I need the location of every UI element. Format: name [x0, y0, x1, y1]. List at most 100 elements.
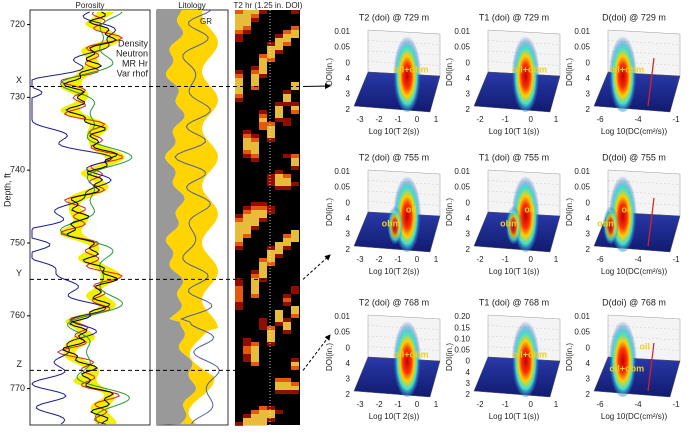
x-tick-label: 0: [415, 255, 420, 264]
t2-cell: [243, 234, 251, 238]
t2-cell: [275, 322, 283, 326]
t2-cell: [235, 218, 243, 222]
surface-peak: [608, 32, 637, 112]
t2-cell: [251, 134, 259, 138]
t2-cell: [251, 146, 259, 150]
t2-cell: [243, 150, 251, 154]
doi-tick-label: 3: [346, 90, 351, 99]
gr-curve: [174, 9, 220, 425]
t2-cell: [243, 338, 251, 342]
t2-cell: [275, 178, 283, 182]
t2-cell: [291, 386, 299, 390]
annotation: oil+obm: [609, 363, 644, 373]
t2-cell: [283, 382, 291, 386]
doi-tick-label: 4: [346, 359, 351, 368]
t2-cell: [259, 262, 267, 266]
panel-title: D(doi) @ 755 m: [602, 152, 666, 162]
doi-label: DOI(in.): [445, 198, 454, 226]
x-tick-label: -1: [672, 400, 680, 409]
annotation: oil+obm: [609, 64, 644, 74]
t2-cell: [251, 74, 259, 78]
t2-cell: [283, 322, 291, 326]
panel-title: D(doi) @ 729 m: [602, 12, 666, 22]
x-tick-label: 1: [554, 115, 559, 124]
t2-cell: [275, 102, 283, 106]
surface-peak: [393, 317, 422, 397]
surface-peak: [602, 204, 619, 244]
surface-peak: [608, 317, 637, 397]
doi-tick-label: 0.05: [574, 43, 590, 52]
x-tick-label: -1: [502, 400, 510, 409]
t2-cell: [251, 270, 259, 274]
t2-cell: [251, 222, 259, 226]
t2-cell: [291, 382, 299, 386]
t2-cell: [235, 226, 243, 230]
doi-tick-label: 0.01: [574, 27, 590, 36]
doi-tick-label: 0: [346, 198, 351, 207]
t2-cell: [291, 82, 299, 86]
x-tick-label: -1: [394, 400, 402, 409]
doi-tick-label: 4: [466, 214, 471, 223]
t2-cell: [283, 122, 291, 126]
marker-label: X: [16, 75, 22, 85]
doi-tick-label: 0: [466, 58, 471, 67]
x-tick-label: 0: [528, 255, 533, 264]
doi-label: DOI(in.): [445, 343, 454, 371]
x-tick-label: -2: [375, 255, 383, 264]
t2-cell: [235, 38, 243, 42]
t2-cell: [251, 158, 259, 162]
t2-cell: [243, 342, 251, 346]
t2-cell: [291, 26, 299, 30]
t2-cell: [275, 318, 283, 322]
x-tick-label: -2: [476, 255, 484, 264]
marker-arrow: [302, 334, 331, 371]
t2-cell: [235, 298, 243, 302]
panel-title: T2 (doi) @ 755 m: [359, 152, 429, 162]
doi-label: DOI(in.): [445, 58, 454, 86]
doi-tick-label: 0.01: [454, 167, 470, 176]
t2-cell: [251, 226, 259, 230]
annotation: oil: [406, 204, 417, 214]
doi-tick-label: 0: [586, 58, 591, 67]
y-tick-label: 750: [10, 237, 25, 247]
annotation: oil+obm: [512, 64, 547, 74]
t2-cell: [251, 138, 259, 142]
t2-cell: [259, 406, 267, 410]
x-label: Log 10(T 2(s)): [369, 267, 420, 276]
t2-cell: [259, 422, 267, 426]
t2-cell: [251, 358, 259, 362]
track-title: Porosity: [76, 1, 105, 10]
t2-cell: [235, 30, 243, 34]
t2-cell: [259, 118, 267, 122]
t2-cell: [251, 346, 259, 350]
t2-cell: [291, 30, 299, 34]
t2-cell: [275, 186, 283, 190]
doi-tick-label: 4: [466, 368, 471, 377]
t2-cell: [251, 422, 259, 426]
doi-tick-label: 4: [346, 214, 351, 223]
t2-cell: [243, 214, 251, 218]
x-tick-label: -6: [596, 255, 604, 264]
doi-tick-label: 2: [586, 105, 591, 114]
t2-cell: [291, 358, 299, 362]
t2-cell: [251, 274, 259, 278]
t2-cell: [259, 66, 267, 70]
t2-cell: [291, 162, 299, 166]
t2-cell: [267, 46, 275, 50]
doi-tick-label: 3: [586, 90, 591, 99]
porosity-track: [29, 9, 151, 426]
x-label: Log 10(DC(cm²/s)): [601, 267, 668, 276]
doi-tick-label: 0.05: [334, 328, 350, 337]
t2-cell: [291, 286, 299, 290]
t2-cell: [243, 10, 251, 14]
t2-cell: [243, 14, 251, 18]
t2-cell: [291, 238, 299, 242]
panel-title: T2 (doi) @ 729 m: [359, 12, 429, 22]
t2-cell: [267, 342, 275, 346]
y-tick-label: 760: [10, 310, 25, 320]
panel-title: D(doi) @ 768 m: [602, 297, 666, 307]
doi-tick-label: 0.01: [334, 27, 350, 36]
annotation: oil: [640, 341, 651, 351]
x-tick-label: 0: [415, 115, 420, 124]
t2-cell: [275, 410, 283, 414]
